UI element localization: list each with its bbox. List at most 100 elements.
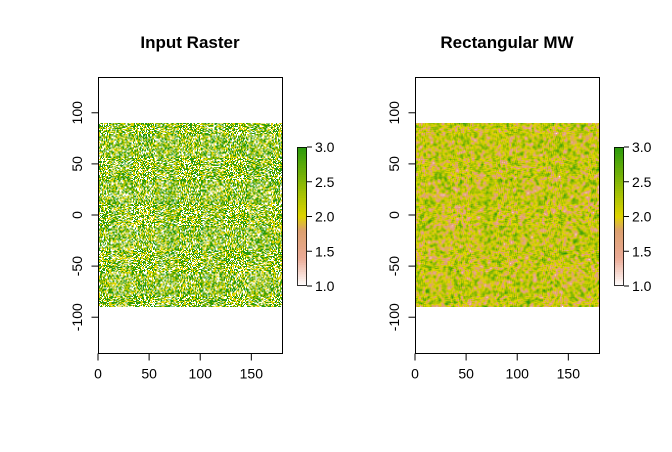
legend-swatch xyxy=(614,221,624,225)
legend-swatch xyxy=(297,188,307,192)
legend-swatch xyxy=(614,258,624,262)
legend-swatch xyxy=(297,253,307,257)
x-tick-label: 50 xyxy=(458,366,474,382)
legend-swatch xyxy=(614,235,624,238)
legend-swatch xyxy=(297,214,307,218)
legend-swatch xyxy=(297,241,307,245)
legend-swatch xyxy=(297,163,307,167)
panel-rectangular-mw: Rectangular MW 0 50 100 150 100 50 0 -50 -100 3… xyxy=(386,33,651,382)
y-tick-label: -100 xyxy=(69,303,85,331)
legend-swatch xyxy=(614,281,624,285)
y-tick-label: -100 xyxy=(386,303,402,331)
legend-swatch xyxy=(297,251,307,255)
legend-tick-label: 2.5 xyxy=(632,174,652,190)
y-axis: 100 50 0 -50 -100 xyxy=(386,101,416,331)
y-tick-label: 0 xyxy=(386,211,402,219)
legend-swatch xyxy=(614,274,624,278)
legend-swatch xyxy=(297,167,307,171)
legend-swatch xyxy=(297,209,307,213)
legend-swatch xyxy=(297,193,307,197)
legend-swatch xyxy=(297,255,307,259)
legend-swatch xyxy=(297,158,307,162)
legend-swatch xyxy=(297,207,307,211)
legend-border xyxy=(297,147,307,286)
legend-swatch xyxy=(614,209,624,213)
x-axis: 0 50 100 150 xyxy=(411,353,581,382)
legend-swatch xyxy=(297,200,307,204)
legend-swatch xyxy=(614,193,624,197)
legend-swatch xyxy=(614,244,624,248)
legend-swatch xyxy=(297,232,307,236)
legend-swatch xyxy=(614,172,624,176)
legend-tick-label: 2.0 xyxy=(315,209,335,225)
legend-swatch xyxy=(297,265,307,269)
y-tick-label: 0 xyxy=(69,211,85,219)
legend-swatch xyxy=(297,216,307,220)
legend-swatch xyxy=(614,184,624,187)
legend-swatch xyxy=(614,269,624,273)
legend-swatch xyxy=(614,225,624,229)
x-tick-label: 0 xyxy=(411,366,419,382)
legend-swatch xyxy=(614,239,624,243)
legend-swatch xyxy=(614,279,624,282)
legend-swatch xyxy=(614,149,624,153)
chart-title: Rectangular MW xyxy=(440,33,574,52)
legend-swatch xyxy=(614,253,624,257)
legend-swatch xyxy=(614,179,624,183)
legend-swatch xyxy=(297,147,307,150)
legend-swatch xyxy=(297,248,307,252)
legend-swatch xyxy=(297,186,307,190)
legend-swatch xyxy=(614,186,624,190)
legend-swatch xyxy=(297,262,307,266)
legend-swatch xyxy=(614,151,624,155)
legend-swatch xyxy=(297,260,307,264)
legend-swatch xyxy=(297,191,307,194)
legend-swatch xyxy=(297,170,307,174)
legend-swatch xyxy=(614,255,624,259)
legend-swatch xyxy=(614,262,624,266)
legend-swatch xyxy=(614,272,624,276)
legend-swatch xyxy=(297,151,307,155)
legend-swatch xyxy=(297,246,307,250)
legend-swatch xyxy=(614,195,624,199)
legend-swatch xyxy=(297,197,307,201)
legend-swatch xyxy=(297,274,307,278)
legend-tick-label: 1.0 xyxy=(632,278,652,294)
legend-swatch xyxy=(297,184,307,187)
legend-swatch xyxy=(297,218,307,222)
legend-swatch xyxy=(614,188,624,192)
raster-image xyxy=(98,123,282,307)
chart-title: Input Raster xyxy=(140,33,240,52)
legend-swatch xyxy=(297,153,307,157)
legend-swatch xyxy=(297,172,307,176)
legend-tick-label: 2.0 xyxy=(632,209,652,225)
color-legend: 3.0 2.5 2.0 1.5 1.0 xyxy=(297,139,335,294)
legend-swatch xyxy=(297,174,307,178)
legend-swatch xyxy=(297,281,307,285)
legend-swatch xyxy=(297,221,307,225)
legend-swatch xyxy=(614,211,624,215)
legend-swatch xyxy=(614,248,624,252)
legend-swatch xyxy=(614,156,624,160)
legend-swatch xyxy=(614,147,624,150)
color-legend: 3.0 2.5 2.0 1.5 1.0 xyxy=(614,139,652,294)
y-tick-label: 100 xyxy=(69,101,85,125)
legend-swatch xyxy=(297,223,307,227)
y-tick-label: 50 xyxy=(69,156,85,172)
legend-swatch xyxy=(614,214,624,218)
legend-swatch xyxy=(614,170,624,174)
legend-swatch xyxy=(614,218,624,222)
legend-tick-label: 3.0 xyxy=(315,139,335,155)
legend-swatch xyxy=(297,165,307,169)
legend-swatch xyxy=(297,244,307,248)
legend-swatch xyxy=(614,241,624,245)
legend-swatch xyxy=(614,177,624,181)
x-tick-label: 150 xyxy=(557,366,581,382)
raster-image xyxy=(415,123,599,307)
legend-swatch xyxy=(614,276,624,280)
legend-swatch xyxy=(614,216,624,220)
legend-swatch xyxy=(297,230,307,234)
legend-swatch xyxy=(297,156,307,160)
legend-swatch xyxy=(297,267,307,271)
